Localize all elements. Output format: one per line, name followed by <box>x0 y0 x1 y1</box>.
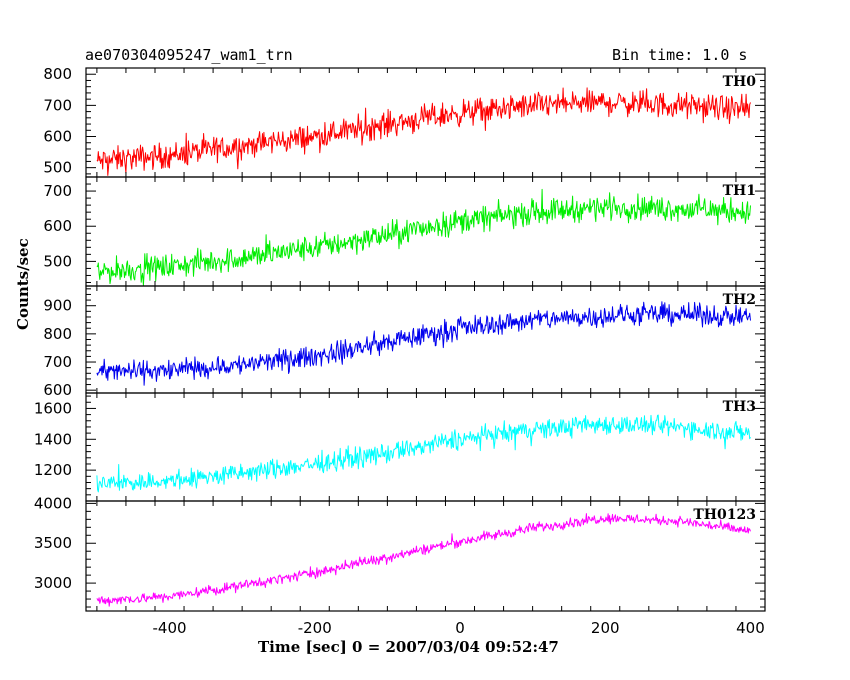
series-line-th1 <box>96 188 751 286</box>
y-tick-label-th0123: 3500 <box>34 534 72 552</box>
y-tick-label-th0: 700 <box>43 96 72 114</box>
series-line-th3 <box>96 414 751 493</box>
series-line-th2 <box>96 301 751 386</box>
y-tick-label-th3: 1200 <box>34 461 72 479</box>
y-tick-label-th0123: 3000 <box>34 574 72 592</box>
bin-time-label: Bin time: 1.0 s <box>612 46 748 64</box>
panel-frame-th0123 <box>85 500 766 612</box>
panel-frame-th3 <box>85 392 766 502</box>
x-tick-label: 0 <box>455 619 465 637</box>
panel-label-th2: TH2 <box>723 292 756 308</box>
series-line-th0 <box>96 87 751 176</box>
y-tick-label-th1: 700 <box>43 182 72 200</box>
y-tick-label-th0: 500 <box>43 159 72 177</box>
panel-label-th0123: TH0123 <box>693 507 756 523</box>
y-tick-label-th0123: 4000 <box>34 494 72 512</box>
panel-frame-th2 <box>85 285 766 394</box>
y-tick-label-th2: 800 <box>43 325 72 343</box>
y-tick-label-th2: 600 <box>43 381 72 399</box>
y-tick-label-th3: 1600 <box>34 399 72 417</box>
y-tick-label-th1: 500 <box>43 252 72 270</box>
y-tick-label-th3: 1400 <box>34 430 72 448</box>
chart-title: ae070304095247_wam1_trn <box>85 46 293 64</box>
y-tick-label-th1: 600 <box>43 217 72 235</box>
x-tick-label: 400 <box>736 619 765 637</box>
y-tick-label-th2: 900 <box>43 297 72 315</box>
panel-label-th1: TH1 <box>723 183 756 199</box>
x-axis-label: Time [sec] 0 = 2007/03/04 09:52:47 <box>258 638 559 656</box>
x-tick-label: 200 <box>591 619 620 637</box>
x-tick-label: -400 <box>152 619 186 637</box>
y-tick-label-th0: 800 <box>43 65 72 83</box>
y-tick-label-th2: 700 <box>43 353 72 371</box>
panel-label-th3: TH3 <box>723 399 756 415</box>
x-tick-label: -200 <box>298 619 332 637</box>
y-tick-label-th0: 600 <box>43 128 72 146</box>
panel-label-th0: TH0 <box>723 74 757 90</box>
series-line-th0123 <box>96 513 751 607</box>
